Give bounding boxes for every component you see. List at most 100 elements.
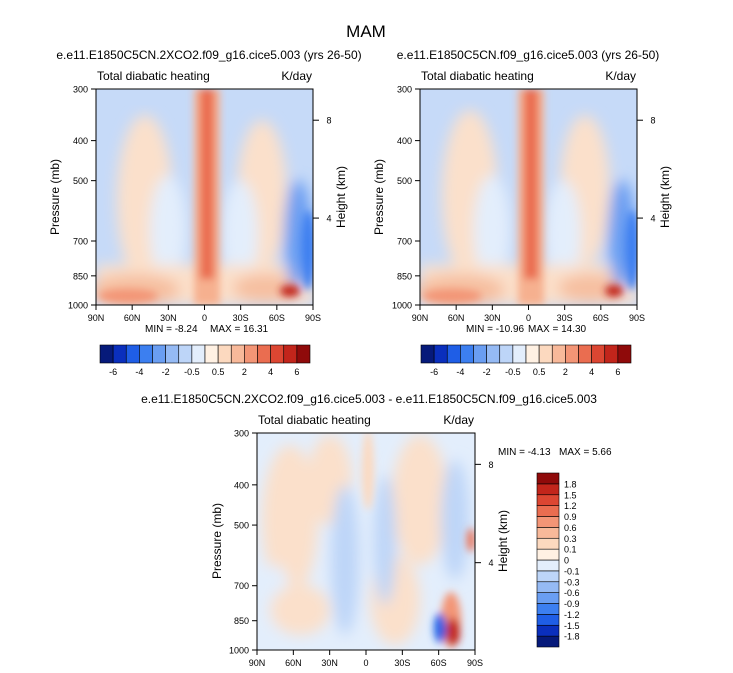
colorbar-swatch [536,603,560,615]
heatmap-field [257,433,475,650]
colorbar-swatch [420,344,435,364]
colorbar-label: -0.5 [184,367,200,377]
y-tick-label: 400 [73,136,88,146]
colorbar-label: 0.3 [564,534,577,544]
colorbar-swatch [139,344,153,364]
x-tick-label: 30S [394,658,410,668]
colorbar-swatch [536,505,560,517]
x-tick-label: 60S [593,313,609,323]
y-tick-label: 300 [234,429,249,439]
y-tick-label: 400 [234,480,249,490]
colorbar-label: 2 [242,367,247,377]
y-tick-label: 300 [73,85,88,95]
left-axis: 300 400 500 700 850 1000 [229,429,257,656]
x-tick-label: 0 [202,313,207,323]
heatmap-field [96,89,313,305]
units-label: K/day [443,413,474,427]
units-label: K/day [605,69,636,83]
x-tick-label: 30N [321,658,338,668]
x-tick-label: 30S [233,313,249,323]
colorbar-swatch [270,344,285,364]
colorbar-swatch [536,548,560,561]
x-tick-label: 60N [124,313,141,323]
y-tick-label: 500 [397,176,412,186]
colorbar-label: -6 [109,367,117,377]
colorbar-swatch [473,344,487,364]
y-tick-label: 700 [73,237,88,247]
right-axis: 84 [475,460,494,568]
colorbar-swatch [460,344,474,364]
colorbar: -6 -4 -2 -0.5 0.5 2 4 6 [420,344,632,377]
colorbar-swatch [165,344,180,364]
x-tick-label: 60N [285,658,302,668]
x-tick-label: 90S [467,658,483,668]
bottom-axis: 90N 60N 30N 0 30S 60S 90S [412,305,645,323]
colorbar-label: 6 [615,367,620,377]
colorbar-label: -1.2 [564,610,580,620]
colorbar-swatch [578,344,592,364]
y-axis-title: Pressure (mb) [48,159,62,235]
y-tick-label: 500 [73,176,88,186]
heatmap-field [420,89,637,305]
colorbar-swatch [536,494,560,506]
height-axis-title: Height (km) [334,166,348,228]
colorbar-swatch [512,344,527,364]
x-tick-label: 90N [412,313,429,323]
colorbar-label: -1.8 [564,632,580,642]
colorbar-label: 1.8 [564,479,577,489]
units-label: K/day [281,69,312,83]
colorbar-label: -0.9 [564,599,580,609]
colorbar-label: 0.5 [533,367,546,377]
y-tick-label: 850 [234,616,249,626]
y-tick-label: 400 [397,136,412,146]
colorbar-swatch [536,592,560,604]
min-label: MIN = -4.13 [498,447,551,458]
colorbar-label: -4 [456,367,464,377]
colorbar-label: -0.5 [505,367,521,377]
colorbar-swatch [551,344,566,364]
colorbar-swatch [112,344,127,364]
x-tick-label: 60N [448,313,465,323]
colorbar-swatch [125,344,140,364]
colorbar-swatch [536,570,560,583]
panel-title: e.e11.E1850C5CN.2XCO2.f09_g16.cice5.003 … [56,48,361,62]
panel-title: e.e11.E1850C5CN.2XCO2.f09_g16.cice5.003 … [141,392,597,406]
colorbar-label: -0.1 [564,566,580,576]
colorbar-swatch [536,527,560,539]
colorbar-swatch [536,559,560,572]
y-tick-label: 500 [234,521,249,531]
colorbar: -6 -4 -2 -0.5 0.5 2 4 6 [99,344,311,377]
colorbar: -1.8-1.5-1.2-0.9-0.6-0.3-0.100.10.30.60.… [536,472,580,648]
y-tick-label: 1000 [229,646,249,656]
colorbar-label: 2 [563,367,568,377]
left-axis: 300 400 500 700 850 1000 [68,85,96,311]
colorbar-label: 0.9 [564,512,577,522]
colorbar-swatch [230,344,245,364]
colorbar-label: 1.5 [564,490,577,500]
colorbar-label: -6 [430,367,438,377]
variable-label: Total diabatic heating [97,69,210,83]
colorbar-swatch [536,537,560,550]
y-tick-label: 700 [397,237,412,247]
colorbar-label: 6 [294,367,299,377]
x-tick-label: 60S [431,658,447,668]
colorbar-swatch [433,344,448,364]
colorbar-swatch [191,344,206,364]
panel-2xco2: e.e11.E1850C5CN.2XCO2.f09_g16.cice5.003 … [48,48,362,377]
colorbar-label: 4 [589,367,594,377]
y-tick-label: 300 [397,85,412,95]
height-tick-label: 8 [488,460,493,470]
colorbar-swatch [499,344,514,364]
x-tick-label: 30S [557,313,573,323]
x-tick-label: 30N [484,313,501,323]
colorbar-swatch [591,344,606,364]
colorbar-label: -0.6 [564,588,580,598]
x-tick-label: 90N [88,313,105,323]
x-tick-label: 30N [160,313,177,323]
colorbar-swatch [525,344,540,364]
colorbar-swatch [446,344,461,364]
y-axis-title: Pressure (mb) [210,503,224,579]
max-label: MAX = 16.31 [210,324,269,335]
height-axis-title: Height (km) [658,166,672,228]
